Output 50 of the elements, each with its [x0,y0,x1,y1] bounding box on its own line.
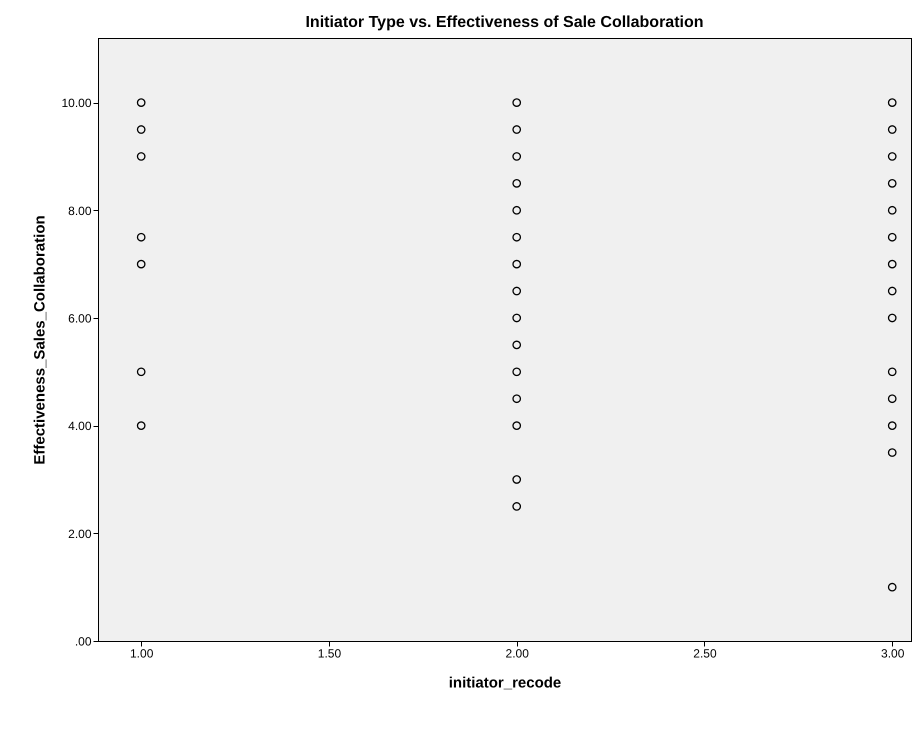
point [136,125,146,134]
point [888,179,897,188]
y-tick-label: 2.00 [68,526,92,541]
x-axis-title: initiator_recode [448,674,562,692]
point [512,179,522,188]
x-tick-label: 1.50 [318,646,342,660]
point [512,286,522,296]
point [888,367,897,376]
point [888,98,897,107]
point [512,314,522,322]
x-tick-label: 2.00 [506,646,530,660]
x-tick-label: 1.00 [130,646,154,660]
x-tick-label: 3.00 [881,646,905,660]
point [888,448,897,457]
y-axis-title: Effectiveness_Sales_Collaboration [31,215,48,465]
point [888,286,897,296]
point [512,125,522,134]
point [136,421,146,430]
point [888,232,897,242]
point [136,98,146,107]
point [888,260,897,268]
point [512,206,522,215]
y-tick-label: .00 [74,634,92,648]
chart-title: Initiator Type vs. Effectiveness of Sale Collaboration [305,14,704,31]
point [512,367,522,376]
point [136,260,146,268]
y-tick-label: 4.00 [68,419,92,434]
point [512,98,522,107]
point [512,232,522,242]
point [512,421,522,430]
point [888,421,897,430]
point [888,394,897,404]
point [512,340,522,350]
point [512,260,522,268]
point [888,314,897,322]
point [512,152,522,161]
y-tick-label: 6.00 [68,311,92,326]
point [136,152,146,161]
point [888,152,897,161]
x-tick-label: 2.50 [693,646,717,660]
point [136,367,146,376]
point [888,125,897,134]
point [888,206,897,215]
point [888,582,897,592]
point [512,475,522,484]
point [512,394,522,404]
y-tick-label: 10.00 [61,96,92,110]
point [136,232,146,242]
y-tick-label: 8.00 [68,204,92,218]
point [512,502,522,511]
